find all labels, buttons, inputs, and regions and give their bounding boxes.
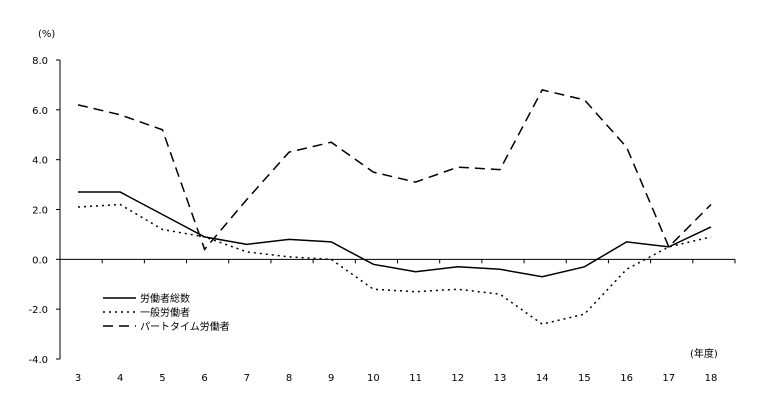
y-tick-label: 2.0 [32, 206, 48, 217]
x-tick-label: 11 [409, 373, 422, 384]
x-tick-label: 12 [451, 373, 464, 384]
x-tick-label: 18 [705, 373, 718, 384]
y-tick-label: 8.0 [32, 56, 48, 67]
x-tick-label: 9 [328, 373, 334, 384]
y-tick-label: -2.0 [28, 305, 48, 316]
x-tick-label: 13 [494, 373, 507, 384]
x-tick-label: 8 [286, 373, 292, 384]
y-tick-label: 4.0 [32, 156, 48, 167]
y-tick-label: -4.0 [28, 355, 48, 366]
x-tick-label: 17 [662, 373, 675, 384]
x-unit-label: (年度) [690, 347, 718, 360]
x-tick-label: 6 [201, 373, 207, 384]
y-tick-label: 6.0 [32, 106, 48, 117]
x-tick-label: 14 [536, 373, 549, 384]
y-tick-label: 0.0 [32, 255, 48, 266]
x-tick-label: 7 [244, 373, 250, 384]
x-tick-label: 4 [117, 373, 123, 384]
x-tick-label: 16 [620, 373, 633, 384]
series-line-2 [78, 205, 711, 325]
legend-label: 一般労働者 [140, 306, 190, 319]
series-line-3 [78, 90, 711, 249]
y-unit-label: (%) [38, 29, 55, 40]
x-tick-label: 10 [367, 373, 380, 384]
legend-label: 労働者総数 [140, 292, 190, 305]
series-line-1 [78, 192, 711, 277]
x-tick-label: 3 [75, 373, 81, 384]
x-tick-label: 5 [159, 373, 165, 384]
legend-label: パートタイム労働者 [140, 320, 230, 333]
x-tick-label: 15 [578, 373, 591, 384]
